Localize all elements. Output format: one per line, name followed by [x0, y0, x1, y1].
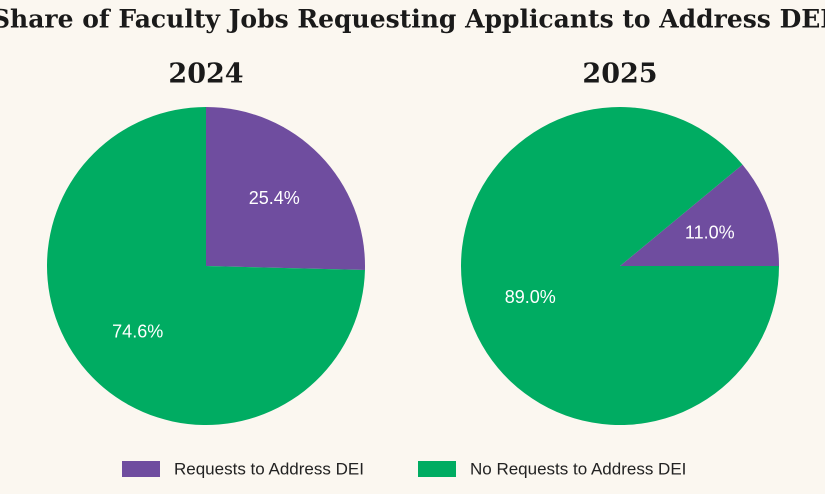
- chart-title: Share of Faculty Jobs Requesting Applica…: [0, 5, 825, 34]
- pie-title: 2024: [168, 59, 243, 90]
- legend-label: No Requests to Address DEI: [470, 459, 686, 478]
- data-label: 74.6%: [112, 321, 163, 341]
- pie-wedge: [620, 164, 779, 266]
- legend-swatch: [418, 461, 456, 477]
- data-label: 25.4%: [249, 188, 300, 208]
- pie-wedge: [46, 107, 365, 425]
- data-label: 11.0%: [685, 222, 735, 242]
- legend-swatch: [122, 461, 160, 477]
- pie-wedge: [460, 106, 779, 425]
- legend-label: Requests to Address DEI: [174, 459, 364, 478]
- data-label: 89.0%: [505, 287, 556, 307]
- pie-wedge: [206, 107, 365, 270]
- pie-title: 2025: [582, 59, 657, 90]
